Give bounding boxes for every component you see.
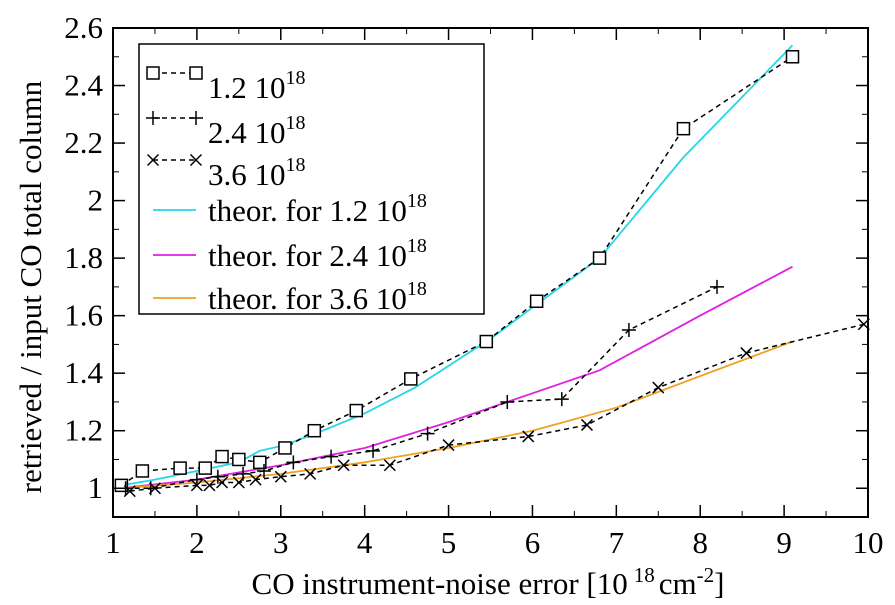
- y-tick-label: 2: [88, 183, 104, 218]
- data-point-cross: [249, 473, 262, 486]
- data-point-cross: [123, 485, 136, 498]
- legend-label-exponent: 18: [407, 190, 427, 212]
- series-line: [125, 286, 718, 489]
- ticks-layer: 1 2 3 4 5 6 7 8 9 10 1 1.2 1.4 1.6 1.8 2 2.2 2.4 2.6: [64, 10, 883, 560]
- data-point-plus: [257, 463, 271, 478]
- data-point-plus: [286, 455, 301, 470]
- data-point-square: [146, 66, 160, 80]
- data-point-cross: [522, 430, 535, 443]
- data-point-cross: [304, 467, 317, 480]
- data-point-square: [785, 50, 800, 64]
- x-tick-label: 6: [525, 525, 541, 560]
- legend-label-exponent: 18: [407, 278, 427, 300]
- data-point-cross: [383, 459, 396, 472]
- x-axis-label-main: CO instrument-noise error [10: [252, 566, 628, 601]
- data-point-square: [189, 66, 203, 80]
- data-point-plus: [189, 111, 203, 125]
- data-point-cross: [146, 153, 160, 167]
- legend-label-exponent: 18: [286, 67, 306, 89]
- legend-box: [138, 43, 485, 315]
- data-point-cross: [148, 482, 161, 495]
- x-tick-label: 3: [273, 525, 289, 560]
- legend-entry-5: theor. for 2.4 1018: [153, 235, 427, 273]
- data-point-square: [278, 441, 292, 455]
- data-point-cross: [232, 476, 245, 489]
- data-point-plus: [621, 323, 636, 338]
- data-point-square: [253, 455, 267, 470]
- data-point-plus: [500, 394, 515, 409]
- data-point-square: [404, 372, 418, 386]
- legend-entry-4: theor. for 1.2 1018: [153, 190, 427, 228]
- data-point-square: [592, 251, 607, 265]
- x-tick-label: 4: [357, 525, 373, 560]
- data-point-cross: [189, 153, 203, 167]
- x-tick-label: 7: [609, 525, 625, 560]
- data-point-plus: [189, 472, 204, 487]
- data-point-square: [479, 334, 494, 349]
- legend-label: theor. for 1.2 1018: [208, 190, 427, 228]
- data-point-cross: [190, 479, 203, 492]
- y-tick-label: 2.6: [64, 10, 103, 45]
- data-point-cross: [442, 439, 455, 452]
- data-point-plus: [554, 392, 569, 407]
- x-axis-label: CO instrument-noise error [10 18 cm-2]: [252, 563, 725, 601]
- legend-label: theor. for 3.6 1018: [208, 278, 427, 316]
- x-tick-label: 5: [441, 525, 457, 560]
- x-tick-label: 1: [105, 525, 121, 560]
- data-point-square: [173, 461, 187, 475]
- y-tick-label: 1.4: [64, 355, 103, 390]
- data-point-square: [349, 403, 364, 418]
- y-tick-label: 1.6: [64, 298, 103, 333]
- data-point-plus: [710, 279, 724, 294]
- data-point-square: [676, 121, 691, 136]
- data-point-cross: [203, 479, 216, 492]
- x-axis-label-close: ]: [714, 566, 724, 601]
- data-point-cross: [337, 459, 350, 472]
- y-axis-label: retrieved / input CO total column: [13, 80, 48, 493]
- data-point-square: [529, 294, 544, 309]
- data-point-plus: [324, 449, 339, 464]
- data-point-square: [232, 452, 246, 467]
- legend-label-exponent: 18: [286, 154, 306, 176]
- x-tick-label: 10: [853, 525, 884, 560]
- data-point-square: [135, 464, 150, 478]
- y-tick-label: 1: [88, 470, 104, 505]
- data-point-cross: [580, 418, 594, 431]
- data-point-plus: [420, 426, 435, 441]
- y-tick-label: 1.2: [64, 413, 103, 448]
- series-3: [123, 318, 870, 498]
- y-tick-label: 2.2: [64, 125, 103, 160]
- legend-label: theor. for 2.4 1018: [208, 235, 427, 273]
- legend-entry-6: theor. for 3.6 1018: [153, 278, 427, 316]
- x-axis-label-exponent: 18: [634, 563, 655, 587]
- series-5: [121, 265, 793, 490]
- legend-label-exponent: 18: [286, 112, 306, 134]
- data-point-square: [198, 461, 213, 475]
- y-tick-label: 2.4: [64, 68, 103, 103]
- data-point-cross: [740, 347, 753, 360]
- data-point-cross: [216, 476, 229, 489]
- series-line: [121, 265, 793, 490]
- data-point-square: [215, 449, 229, 464]
- x-tick-label: 8: [692, 525, 708, 560]
- x-tick-label: 9: [776, 525, 792, 560]
- x-axis-label-unit-exponent: -2: [697, 563, 715, 587]
- x-tick-label: 2: [189, 525, 205, 560]
- data-point-cross: [652, 381, 665, 394]
- data-point-cross: [274, 470, 287, 483]
- series-line: [120, 56, 793, 487]
- x-axis-label-unit: cm: [659, 566, 697, 601]
- data-point-square: [307, 423, 322, 438]
- data-point-plus: [210, 469, 225, 484]
- legend-label-exponent: 18: [407, 235, 427, 257]
- data-point-plus: [366, 443, 381, 458]
- y-tick-label: 1.8: [64, 240, 103, 275]
- data-point-plus: [146, 111, 160, 125]
